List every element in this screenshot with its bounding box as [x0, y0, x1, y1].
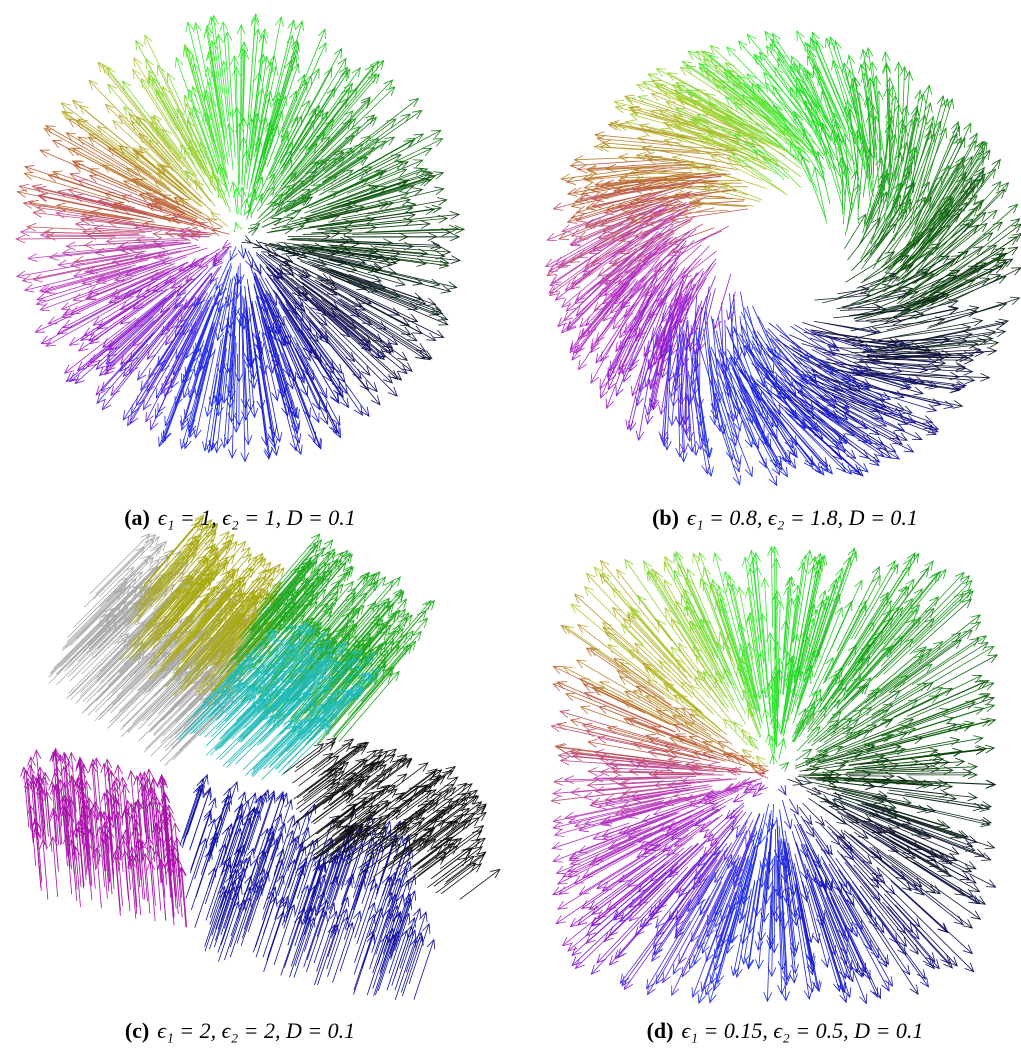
- arrow: [825, 820, 845, 839]
- arrow: [857, 400, 938, 429]
- arrow: [889, 573, 964, 654]
- arrow: [241, 48, 242, 123]
- arrow: [633, 786, 712, 800]
- arrow: [295, 43, 326, 113]
- arrow: [100, 290, 187, 376]
- arrow: [890, 793, 982, 808]
- arrow: [801, 816, 814, 837]
- arrow: [740, 292, 751, 353]
- arrow: [321, 74, 377, 141]
- arrow: [865, 724, 956, 749]
- arrow: [230, 246, 236, 260]
- arrow: [845, 185, 859, 236]
- page: (a)ϵ₁ = 1, ϵ₂ = 1, D = 0.1 (b)ϵ₁ = 0.8, …: [0, 0, 1021, 1054]
- arrow: [311, 231, 351, 233]
- vector-field: [551, 547, 997, 1004]
- arrow: [912, 636, 986, 685]
- arrow: [310, 321, 368, 390]
- arrow: [662, 825, 701, 852]
- arrow: [694, 389, 711, 476]
- arrow: [871, 804, 945, 826]
- arrow: [738, 159, 787, 195]
- arrow: [153, 240, 189, 242]
- arrow: [592, 850, 676, 914]
- arrow: [671, 209, 748, 220]
- arrow: [906, 698, 994, 729]
- arrow: [241, 187, 242, 215]
- arrow: [212, 322, 229, 451]
- arrow: [629, 650, 703, 714]
- arrow: [806, 821, 829, 854]
- arrow: [16, 238, 154, 239]
- arrow: [570, 159, 671, 166]
- arrow: [869, 786, 949, 795]
- arrow: [807, 791, 830, 802]
- arrow: [213, 246, 230, 262]
- arrow: [775, 67, 829, 151]
- arrow: [602, 573, 676, 660]
- arrow: [771, 547, 772, 628]
- arrow: [802, 322, 863, 342]
- vector-field: [546, 31, 1021, 485]
- arrow: [308, 261, 385, 288]
- arrow: [695, 293, 711, 355]
- arrow: [864, 773, 972, 774]
- arrow: [866, 832, 979, 903]
- arrow: [296, 287, 398, 379]
- arrow: [794, 825, 807, 857]
- arrow: [561, 625, 630, 673]
- vector-field: [16, 14, 464, 462]
- arrow: [844, 214, 865, 249]
- arrow: [233, 182, 237, 215]
- arrow: [359, 139, 443, 180]
- arrow: [33, 212, 153, 226]
- arrow: [240, 25, 241, 151]
- arrow: [840, 610, 891, 682]
- arrow: [794, 325, 839, 351]
- arrow: [237, 107, 239, 191]
- arrow: [782, 800, 790, 828]
- arrow: [267, 267, 303, 307]
- arrow: [811, 773, 834, 774]
- arrow: [715, 274, 731, 329]
- arrow: [296, 348, 341, 438]
- arrow: [241, 282, 242, 320]
- arrow: [905, 794, 991, 807]
- arrow: [776, 829, 777, 922]
- arrow: [326, 300, 383, 342]
- arrow: [843, 307, 882, 308]
- arrow: [78, 137, 147, 180]
- arrow: [725, 320, 727, 371]
- arrow: [234, 222, 242, 232]
- arrow: [553, 684, 660, 728]
- arrow: [136, 239, 183, 240]
- arrow: [568, 844, 634, 877]
- arrow: [267, 229, 293, 233]
- arrow: [902, 67, 905, 147]
